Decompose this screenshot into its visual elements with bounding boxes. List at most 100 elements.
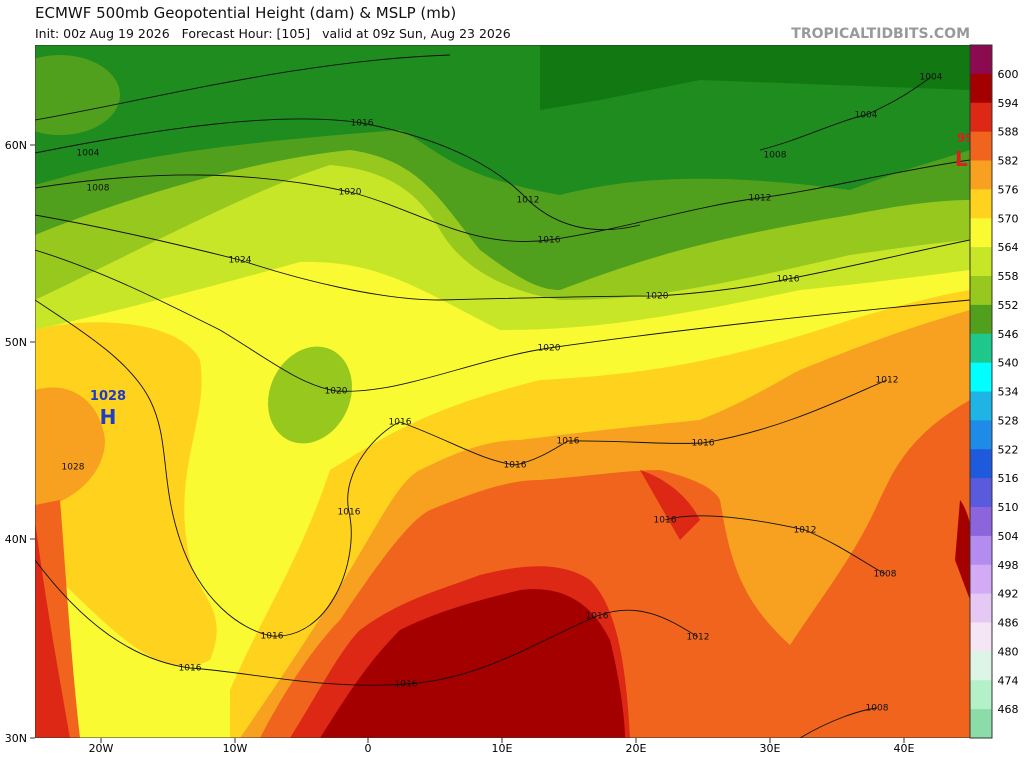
high-value: 1028 <box>90 389 126 404</box>
contour-label: 1016 <box>692 439 715 449</box>
title: ECMWF 500mb Geopotential Height (dam) & … <box>35 4 456 22</box>
axis-labels: 60N 50N 40N 30N 20W 10W 0 10E 20E 30E 40E <box>5 139 915 755</box>
colorbar-label: 540 <box>998 357 1019 370</box>
colorbar-cell <box>970 218 992 248</box>
contour-label: 1016 <box>395 680 418 690</box>
contour-label: 1016 <box>586 612 609 622</box>
lon-label: 30E <box>760 742 781 755</box>
lat-label: 40N <box>5 533 27 546</box>
lon-label: 0 <box>365 742 372 755</box>
contour-label: 1012 <box>517 196 540 206</box>
colorbar-cell <box>970 651 992 681</box>
colorbar-label: 582 <box>998 155 1019 168</box>
colorbar-cell <box>970 449 992 479</box>
contour-label: 1020 <box>339 188 362 198</box>
contour-label: 1008 <box>874 570 897 580</box>
contour-label: 1004 <box>77 149 100 159</box>
colorbar-label: 480 <box>998 645 1019 658</box>
colorbar-cell <box>970 535 992 566</box>
colorbar-cell <box>970 131 992 161</box>
low-letter: L <box>955 147 968 171</box>
colorbar-cell <box>970 391 992 421</box>
contour-label: 1012 <box>876 376 899 386</box>
colorbar-cell <box>970 507 992 537</box>
colorbar-cell <box>970 362 992 392</box>
colorbar-label: 492 <box>998 588 1019 601</box>
colorbar-cell <box>970 247 992 277</box>
colorbar-cell <box>970 304 992 335</box>
contour-label: 1008 <box>87 184 110 194</box>
contour-label: 1016 <box>389 418 412 428</box>
colorbar-label: 588 <box>998 126 1019 139</box>
contour-labels: 1016 1004 1008 1020 1024 1028 1012 1016 1008 1004… <box>62 73 943 714</box>
lat-label: 30N <box>5 732 27 745</box>
colorbar-cell <box>970 593 992 623</box>
colorbar-cell <box>970 622 992 652</box>
lon-label: 10E <box>492 742 513 755</box>
colorbar-label: 594 <box>998 97 1019 110</box>
contour-label: 1016 <box>338 508 361 518</box>
colorbar: 600 594 588 582 576 570 564 558 552 546 540 534 528 5… <box>969 44 1019 739</box>
contour-label: 1016 <box>654 516 677 526</box>
colorbar-label: 552 <box>998 299 1019 312</box>
colorbar-label: 498 <box>998 559 1019 572</box>
colorbar-cell <box>970 564 992 595</box>
contour-label: 1016 <box>538 236 561 246</box>
colorbar-cell <box>970 73 992 104</box>
contour-label: 1012 <box>794 526 817 536</box>
colorbar-cell <box>970 160 992 190</box>
contour-label: 1028 <box>62 463 85 473</box>
lon-label: 40E <box>894 742 915 755</box>
contour-label: 1016 <box>777 275 800 285</box>
high-letter: H <box>100 405 117 429</box>
contour-label: 1016 <box>351 119 374 129</box>
colorbar-cell <box>970 45 992 75</box>
contour-label: 1020 <box>646 292 669 302</box>
contour-label: 1004 <box>920 73 943 83</box>
colorbar-label: 600 <box>998 68 1019 81</box>
colorbar-frame <box>969 44 993 739</box>
contour-label: 1016 <box>557 437 580 447</box>
colorbar-label: 570 <box>998 212 1019 225</box>
contour-label: 1004 <box>855 111 878 121</box>
contour-label: 1016 <box>261 632 284 642</box>
contour-label: 1012 <box>687 633 710 643</box>
colorbar-cell <box>970 420 992 450</box>
colorbar-label: 558 <box>998 270 1019 283</box>
colorbar-label: 468 <box>998 703 1019 716</box>
watermark: TROPICALTIDBITS.COM <box>791 26 970 42</box>
colorbar-cell <box>970 333 992 364</box>
colorbar-label: 474 <box>998 674 1019 687</box>
colorbar-cell <box>970 276 992 306</box>
contour-label: 1020 <box>325 387 348 397</box>
colorbar-cell <box>970 478 992 508</box>
colorbar-cell <box>970 709 992 739</box>
contour-label: 1012 <box>749 194 772 204</box>
contour-label: 1008 <box>866 704 889 714</box>
lat-label: 50N <box>5 336 27 349</box>
colorbar-label: 576 <box>998 183 1019 196</box>
colorbar-cell <box>970 102 992 133</box>
colorbar-label: 504 <box>998 530 1019 543</box>
colorbar-label: 522 <box>998 443 1019 456</box>
colorbar-cell <box>970 189 992 219</box>
lat-label: 60N <box>5 139 27 152</box>
lon-label: 10W <box>223 742 248 755</box>
lon-label: 20W <box>89 742 114 755</box>
contour-label: 1008 <box>764 151 787 161</box>
colorbar-label: 486 <box>998 617 1019 630</box>
colorbar-label: 546 <box>998 328 1019 341</box>
colorbar-label: 528 <box>998 414 1019 427</box>
colorbar-label: 510 <box>998 501 1019 514</box>
map-fill <box>35 45 970 738</box>
colorbar-label: 516 <box>998 472 1019 485</box>
contour-label: 1020 <box>538 344 561 354</box>
lon-label: 20E <box>626 742 647 755</box>
contour-label: 1024 <box>229 256 252 266</box>
contour-label: 1016 <box>504 461 527 471</box>
contour-label: 1016 <box>179 664 202 674</box>
colorbar-cell <box>970 680 992 710</box>
colorbar-label: 534 <box>998 386 1019 399</box>
colorbar-label: 564 <box>998 241 1019 254</box>
